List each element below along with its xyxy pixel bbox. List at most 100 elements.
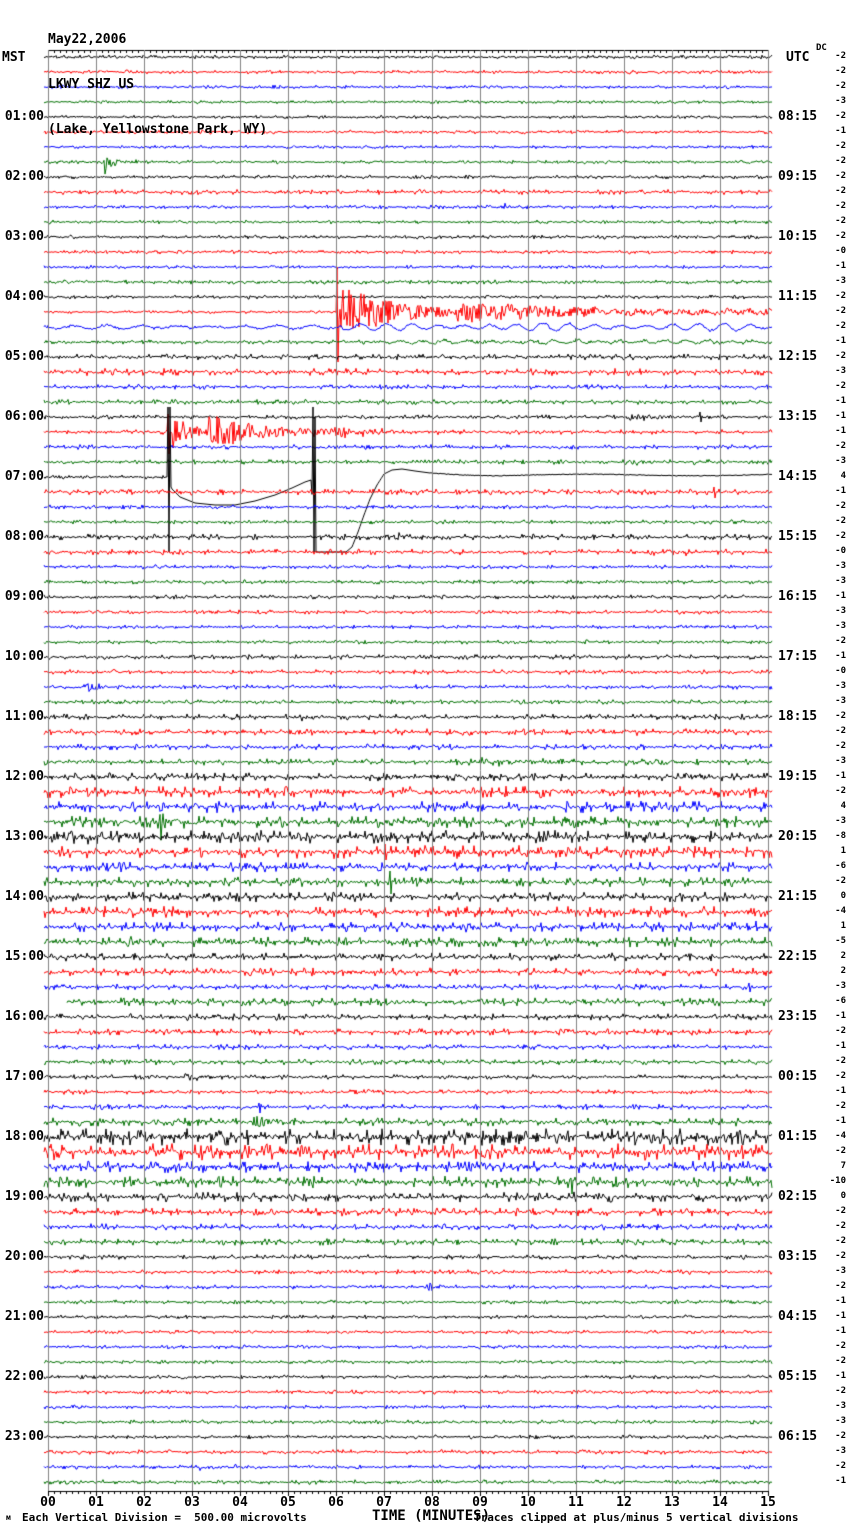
dc-column-header: DC xyxy=(816,43,827,53)
utc-time-label: 16:15 xyxy=(778,589,818,604)
mst-time-label: 10:00 xyxy=(4,649,44,664)
dc-value: -1 xyxy=(835,651,846,661)
minute-tick-label: 15 xyxy=(760,1495,776,1510)
dc-value: -2 xyxy=(835,381,846,391)
mst-time-label: 23:00 xyxy=(4,1429,44,1444)
minute-tick-label: 00 xyxy=(40,1495,56,1510)
dc-value: -2 xyxy=(835,201,846,211)
utc-time-label: 13:15 xyxy=(778,409,818,424)
mst-time-label: 18:00 xyxy=(4,1129,44,1144)
dc-value: -2 xyxy=(835,291,846,301)
dc-value: -2 xyxy=(835,1461,846,1471)
dc-value: -2 xyxy=(835,1251,846,1261)
minute-tick-label: 02 xyxy=(136,1495,152,1510)
dc-value: -1 xyxy=(835,411,846,421)
dc-value: -2 xyxy=(835,441,846,451)
mst-time-label: 05:00 xyxy=(4,349,44,364)
utc-time-label: 09:15 xyxy=(778,169,818,184)
dc-value: -1 xyxy=(835,1476,846,1486)
dc-value: -3 xyxy=(835,1416,846,1426)
dc-value: -2 xyxy=(835,711,846,721)
dc-value: -2 xyxy=(835,351,846,361)
dc-value: 2 xyxy=(840,966,846,976)
clip-note: Traces clipped at plus/minus 5 vertical … xyxy=(474,1511,799,1524)
station-label: LKWY SHZ US xyxy=(48,77,135,92)
utc-time-label: 03:15 xyxy=(778,1249,818,1264)
dc-value: 1 xyxy=(840,846,846,856)
dc-value: -1 xyxy=(835,126,846,136)
dc-value: -2 xyxy=(835,786,846,796)
minute-tick-label: 09 xyxy=(472,1495,488,1510)
mst-time-label: 22:00 xyxy=(4,1369,44,1384)
dc-value: -3 xyxy=(835,561,846,571)
date-label: May22,2006 xyxy=(48,32,127,47)
dc-value: -1 xyxy=(835,1011,846,1021)
scale-note: Each Vertical Division = 500.00 microvol… xyxy=(22,1511,307,1524)
utc-time-label: 12:15 xyxy=(778,349,818,364)
dc-value: 4 xyxy=(840,801,846,811)
dc-value: 7 xyxy=(840,1161,846,1171)
dc-value: -4 xyxy=(835,1131,846,1141)
dc-value: -0 xyxy=(835,666,846,676)
minute-tick-label: 08 xyxy=(424,1495,440,1510)
dc-value: -2 xyxy=(835,741,846,751)
dc-value: -1 xyxy=(835,591,846,601)
dc-value: -3 xyxy=(835,1446,846,1456)
utc-time-label: 00:15 xyxy=(778,1069,818,1084)
mst-time-label: 17:00 xyxy=(4,1069,44,1084)
mst-time-label: 09:00 xyxy=(4,589,44,604)
dc-value: -2 xyxy=(835,321,846,331)
dc-value: -4 xyxy=(835,906,846,916)
dc-value: -2 xyxy=(835,876,846,886)
dc-value: -3 xyxy=(835,96,846,106)
dc-value: -2 xyxy=(835,1056,846,1066)
corner-mark: м xyxy=(6,1513,11,1522)
dc-value: -6 xyxy=(835,861,846,871)
mst-time-label: 20:00 xyxy=(4,1249,44,1264)
dc-value: -2 xyxy=(835,306,846,316)
dc-value: -1 xyxy=(835,1086,846,1096)
utc-time-label: 01:15 xyxy=(778,1129,818,1144)
mst-time-label: 11:00 xyxy=(4,709,44,724)
dc-value: 2 xyxy=(840,951,846,961)
mst-time-label: 19:00 xyxy=(4,1189,44,1204)
location-label: (Lake, Yellowstone Park, WY) xyxy=(48,122,268,137)
dc-value: -1 xyxy=(835,1326,846,1336)
dc-value: -3 xyxy=(835,981,846,991)
dc-value: -1 xyxy=(835,771,846,781)
title-block: May22,2006 LKWY SHZ US (Lake, Yellowston… xyxy=(48,2,267,167)
dc-value: -3 xyxy=(835,816,846,826)
dc-value: -2 xyxy=(835,1281,846,1291)
minute-tick-label: 12 xyxy=(616,1495,632,1510)
mst-time-label: 12:00 xyxy=(4,769,44,784)
dc-value: -1 xyxy=(835,396,846,406)
minute-tick-label: 13 xyxy=(664,1495,680,1510)
minute-tick-label: 14 xyxy=(712,1495,728,1510)
dc-value: -2 xyxy=(835,636,846,646)
dc-value: -2 xyxy=(835,1071,846,1081)
dc-value: -2 xyxy=(835,111,846,121)
utc-time-label: 06:15 xyxy=(778,1429,818,1444)
dc-value: -2 xyxy=(835,1101,846,1111)
dc-value: -2 xyxy=(835,501,846,511)
time-axis-label: TIME (MINUTES) xyxy=(372,1508,491,1524)
minute-tick-label: 06 xyxy=(328,1495,344,1510)
dc-value: -1 xyxy=(835,1116,846,1126)
utc-time-label: 19:15 xyxy=(778,769,818,784)
dc-value: -2 xyxy=(835,1236,846,1246)
dc-value: -3 xyxy=(835,276,846,286)
dc-value: 1 xyxy=(840,921,846,931)
mst-time-label: 14:00 xyxy=(4,889,44,904)
dc-value: -2 xyxy=(835,1386,846,1396)
dc-value: -2 xyxy=(835,1431,846,1441)
mst-time-label: 01:00 xyxy=(4,109,44,124)
mst-header: MST xyxy=(2,50,26,65)
dc-value: -2 xyxy=(835,156,846,166)
mst-time-label: 15:00 xyxy=(4,949,44,964)
dc-value: -6 xyxy=(835,996,846,1006)
dc-value: -1 xyxy=(835,1311,846,1321)
dc-value: -3 xyxy=(835,366,846,376)
dc-value: -0 xyxy=(835,246,846,256)
